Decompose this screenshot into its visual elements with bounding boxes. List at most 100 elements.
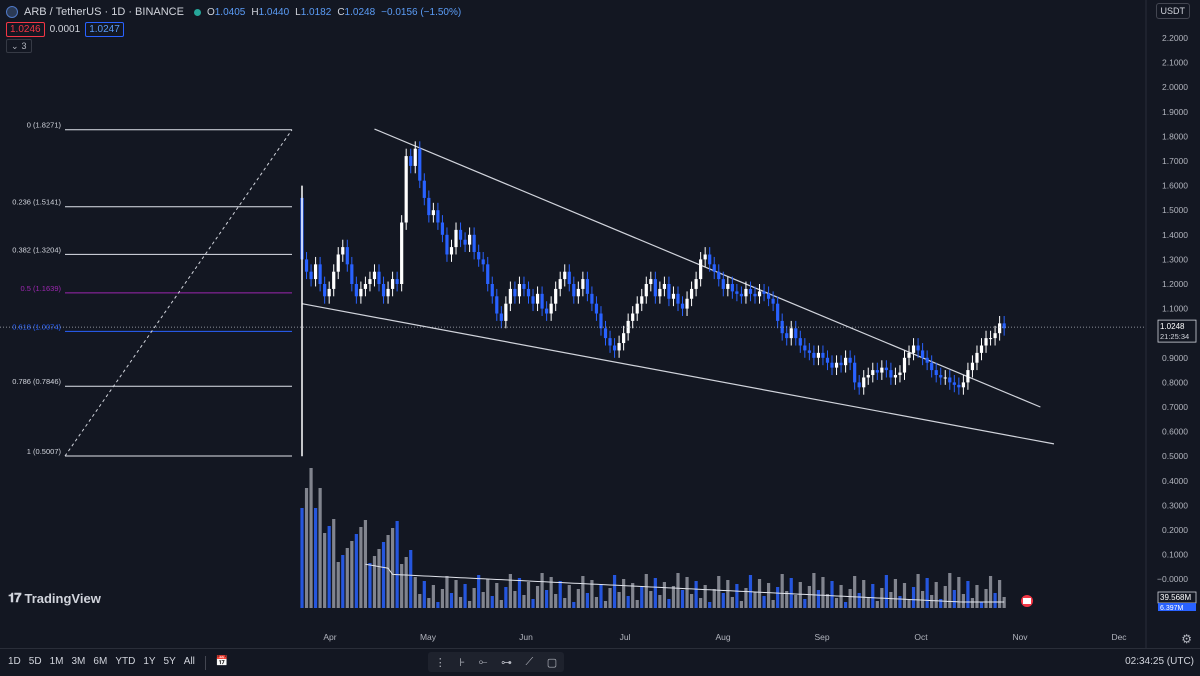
volume-bar	[626, 596, 630, 608]
candle-body	[699, 259, 703, 280]
tf-1m[interactable]: 1M	[49, 656, 64, 667]
volume-bar	[554, 594, 558, 608]
volume-bar	[948, 573, 952, 608]
volume-bar	[545, 590, 549, 608]
candle-body	[409, 156, 413, 166]
fib-tool-icon[interactable]: ⊦	[459, 656, 466, 669]
high-value: 1.0440	[258, 6, 290, 18]
volume-bar	[549, 577, 553, 608]
price-tick-label: 1.4000	[1162, 230, 1188, 240]
volume-bar	[409, 550, 413, 608]
tf-5d[interactable]: 5D	[28, 656, 42, 667]
trend-line-icon[interactable]: ⟋	[525, 655, 534, 668]
candle-body	[418, 148, 422, 181]
symbol-title[interactable]: ARB / TetherUS · 1D · BINANCE	[24, 6, 184, 18]
candle-body	[359, 288, 363, 297]
buy-price-button[interactable]: 1.0247	[85, 22, 124, 37]
price-chart[interactable]: 2.2000 2.1000 2.0000 1.9000 1.8000 1.7000 1.60…	[0, 0, 1200, 648]
candle-body	[726, 284, 730, 289]
candle-body	[893, 375, 898, 378]
candle-body	[481, 259, 485, 265]
candle-body	[952, 382, 956, 385]
tf-ytd[interactable]: YTD	[115, 656, 136, 667]
candle-body	[884, 367, 888, 371]
volume-bar	[422, 581, 426, 608]
volume-bar	[563, 598, 567, 608]
candle-body	[617, 343, 621, 351]
candle-body	[499, 313, 503, 321]
price-tick-label: 0.5000	[1162, 451, 1188, 461]
candle-body	[735, 291, 739, 294]
tf-3m[interactable]: 3M	[71, 656, 86, 667]
volume-bar	[513, 591, 517, 608]
candle-body	[449, 247, 454, 255]
candle-body	[785, 333, 789, 339]
candle-body	[662, 284, 666, 289]
candle-body	[590, 293, 594, 304]
horizontal-ray-icon[interactable]: ⊶	[500, 656, 512, 669]
time-tick-label: Jun	[519, 632, 533, 642]
candle-body	[930, 362, 934, 371]
currency-selector[interactable]: USDT	[1155, 3, 1190, 19]
volume-bar	[368, 563, 372, 608]
candle-body	[368, 279, 372, 284]
candle-body	[794, 328, 798, 339]
chevron-down-icon: ⌄	[11, 40, 19, 51]
candle-body	[921, 350, 925, 358]
candle-body	[350, 264, 354, 284]
candle-body	[866, 375, 870, 378]
candle-body	[998, 323, 1002, 334]
volume-bar	[930, 595, 934, 608]
sell-price-button[interactable]: 1.0246	[6, 22, 45, 37]
candle-body	[676, 293, 680, 304]
volume-bar	[807, 586, 811, 608]
tf-1d[interactable]: 1D	[8, 656, 21, 667]
candle-body	[318, 264, 322, 284]
candle-body	[431, 210, 435, 216]
horizontal-line-icon[interactable]: ⟜	[478, 655, 488, 668]
volume-bar	[608, 588, 612, 608]
volume-bar	[323, 533, 327, 608]
time-tick-label: Nov	[1012, 632, 1028, 642]
indicators-toggle[interactable]: ⌄ 3	[6, 39, 32, 53]
market-open-icon	[193, 8, 201, 16]
volume-bar	[794, 595, 798, 608]
candle-body	[644, 284, 648, 297]
candle-body	[658, 288, 662, 297]
volume-bar	[803, 599, 807, 608]
candle-body	[730, 284, 734, 292]
rectangle-icon[interactable]: ▢	[546, 656, 558, 669]
price-tick-label: 2.0000	[1162, 82, 1188, 92]
volume-bar	[884, 575, 888, 608]
candle-body	[685, 298, 689, 309]
volume-bar	[418, 594, 422, 608]
candle-body	[816, 352, 821, 358]
price-tick-label: 1.7000	[1162, 156, 1188, 166]
candle-body	[925, 357, 929, 363]
volume-bar	[332, 519, 336, 608]
utc-clock[interactable]: 02:34:25 (UTC)	[1125, 656, 1194, 667]
price-tick-label: 1.3000	[1162, 254, 1188, 264]
candle-body	[400, 222, 404, 284]
volume-bar	[658, 595, 662, 608]
candle-body	[803, 345, 807, 351]
candle-body	[911, 345, 916, 353]
gear-icon[interactable]: ⚙	[1181, 632, 1192, 646]
tf-6m[interactable]: 6M	[93, 656, 108, 667]
candle-body	[939, 375, 943, 378]
tf-all[interactable]: All	[183, 656, 195, 667]
volume-bar	[653, 578, 657, 608]
volume-bar	[454, 580, 458, 608]
volume-bar	[735, 584, 739, 608]
volume-bar	[585, 593, 589, 608]
tf-1y[interactable]: 1Y	[143, 656, 156, 667]
volume-bar	[893, 579, 898, 608]
volume-bar	[821, 577, 825, 608]
volume-bar	[413, 577, 417, 608]
spread-value: 0.0001	[49, 24, 81, 35]
candle-body	[853, 362, 857, 383]
tf-5y[interactable]: 5Y	[163, 656, 176, 667]
calendar-icon[interactable]: 📅	[215, 656, 229, 667]
volume-bar	[468, 601, 472, 608]
volume-bar	[699, 598, 703, 608]
